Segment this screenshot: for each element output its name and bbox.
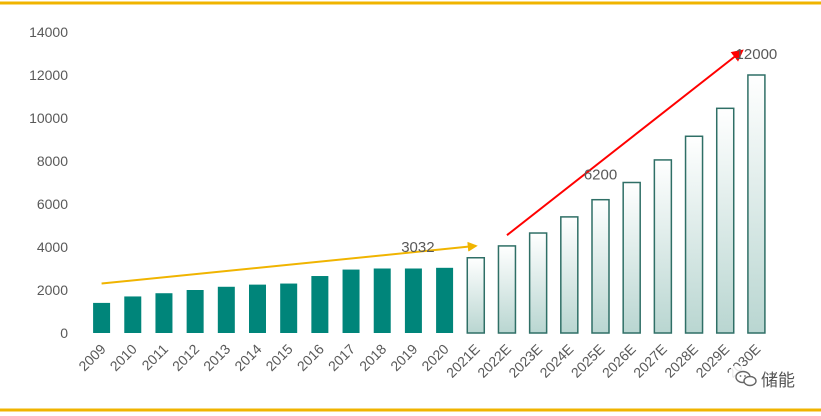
- trend-arrow-forecast: [506, 49, 744, 236]
- bar-actual: [155, 293, 173, 333]
- y-axis: 0 2000 4000 6000 8000 10000 12000 14000: [29, 24, 68, 341]
- data-label-2020: 3032: [401, 239, 434, 256]
- x-tick-label: 2029E: [692, 341, 732, 381]
- bar-forecast: [466, 257, 486, 334]
- x-tick-label: 2010: [107, 341, 140, 374]
- x-tick-label: 2012: [169, 341, 202, 374]
- x-tick-label: 2026E: [599, 341, 639, 381]
- x-tick-label: 2022E: [474, 341, 514, 381]
- bar-actual: [436, 267, 454, 333]
- bar-actual: [280, 283, 298, 333]
- bar-actual: [186, 290, 204, 333]
- wechat-icon: [735, 370, 757, 386]
- y-tick-label: 6000: [37, 196, 68, 212]
- bars: [93, 74, 766, 334]
- y-tick-label: 10000: [29, 110, 68, 126]
- bar-actual: [342, 269, 360, 333]
- bar-forecast: [653, 159, 673, 334]
- bar-actual: [124, 296, 142, 333]
- bar-actual: [217, 286, 235, 333]
- x-tick-label: 2024E: [536, 341, 576, 381]
- watermark: 储能: [731, 366, 799, 391]
- data-labels: 3032 6200 12000: [401, 46, 777, 256]
- bar-forecast: [715, 107, 735, 334]
- trend-arrow-historical: [101, 241, 478, 285]
- bar-actual: [311, 276, 329, 333]
- y-tick-label: 12000: [29, 67, 68, 83]
- x-tick-label: 2019: [387, 341, 420, 374]
- x-tick-label: 2028E: [661, 341, 701, 381]
- x-tick-label: 2021E: [443, 341, 483, 381]
- x-tick-label: 2018: [356, 341, 389, 374]
- data-label-2025E: 6200: [584, 167, 617, 184]
- bar-forecast: [747, 74, 766, 334]
- x-tick-label: 2015: [262, 341, 295, 374]
- trend-arrows: [101, 49, 744, 285]
- y-tick-label: 4000: [37, 239, 68, 255]
- x-tick-label: 2009: [75, 341, 108, 374]
- x-tick-label: 2014: [231, 341, 264, 374]
- bar-forecast: [622, 181, 641, 334]
- bar-actual: [249, 284, 266, 333]
- y-tick-label: 8000: [37, 153, 68, 169]
- bar-forecast: [684, 135, 704, 334]
- data-label-2030E: 12000: [736, 46, 778, 63]
- y-tick-label: 0: [60, 325, 68, 341]
- bar-forecast: [591, 198, 610, 334]
- x-tick-label: 2011: [138, 341, 171, 374]
- x-axis: 2009201020112012201320142015201620172018…: [75, 341, 763, 381]
- bar-actual: [373, 268, 391, 333]
- x-tick-label: 2023E: [505, 341, 545, 381]
- bar-forecast: [560, 216, 579, 334]
- bar-actual: [93, 302, 111, 333]
- x-tick-label: 2027E: [630, 341, 670, 381]
- y-tick-label: 2000: [37, 282, 68, 298]
- y-tick-label: 14000: [29, 24, 68, 40]
- watermark-text: 储能: [761, 371, 795, 391]
- x-tick-label: 2016: [294, 341, 327, 374]
- bar-forecast: [497, 245, 517, 334]
- bar-forecast: [528, 232, 548, 334]
- x-tick-label: 2013: [200, 341, 233, 374]
- x-tick-label: 2025E: [568, 341, 608, 381]
- x-tick-label: 2017: [325, 341, 358, 374]
- bar-actual: [404, 268, 422, 333]
